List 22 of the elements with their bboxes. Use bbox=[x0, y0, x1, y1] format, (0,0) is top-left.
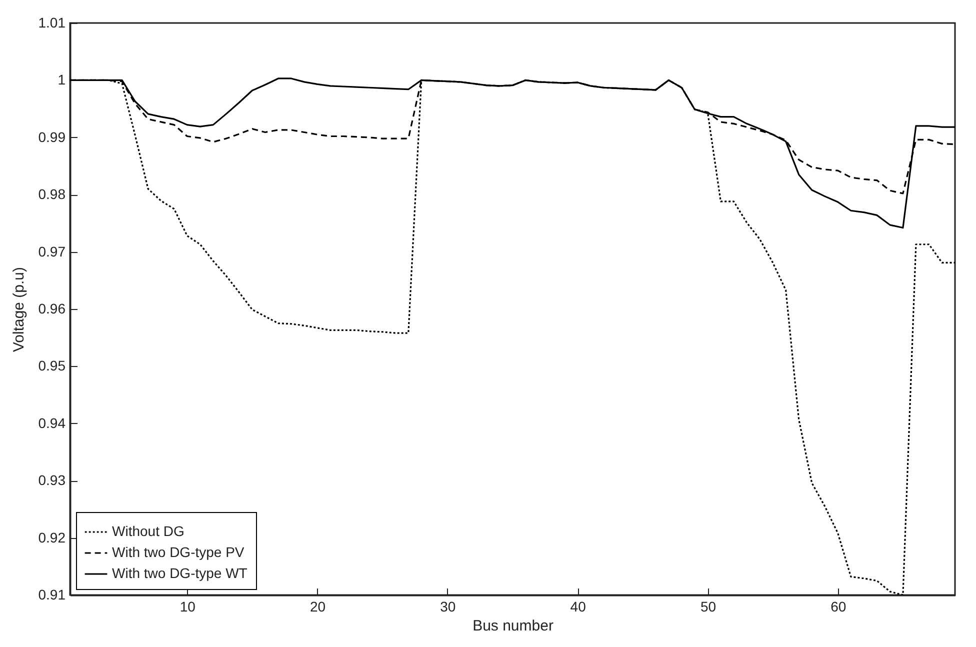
legend-label: With two DG-type PV bbox=[112, 544, 245, 560]
y-tick-label: 1.01 bbox=[38, 14, 66, 30]
x-tick-label: 10 bbox=[180, 598, 196, 614]
y-tick-label: 0.91 bbox=[38, 586, 66, 602]
y-axis-title: Voltage (p.u) bbox=[10, 266, 28, 352]
x-tick-label: 20 bbox=[310, 598, 326, 614]
x-tick-label: 40 bbox=[570, 598, 586, 614]
y-tick-label: 0.96 bbox=[38, 300, 66, 316]
y-tick-label: 0.98 bbox=[38, 186, 66, 202]
y-tick-label: 1 bbox=[58, 72, 66, 88]
legend-label: With two DG-type WT bbox=[112, 565, 248, 581]
y-tick-label: 0.92 bbox=[38, 529, 66, 546]
y-tick-label: 0.93 bbox=[38, 472, 66, 488]
y-tick-label: 0.97 bbox=[38, 243, 66, 260]
x-tick-label: 60 bbox=[830, 598, 846, 614]
y-tick-label: 0.94 bbox=[38, 414, 66, 431]
legend-label: Without DG bbox=[112, 523, 184, 539]
y-tick-label: 0.99 bbox=[38, 128, 66, 145]
x-axis-title: Bus number bbox=[472, 618, 554, 634]
y-tick-label: 0.95 bbox=[38, 358, 66, 374]
x-tick-label: 50 bbox=[700, 598, 716, 614]
x-tick-label: 30 bbox=[440, 598, 456, 614]
